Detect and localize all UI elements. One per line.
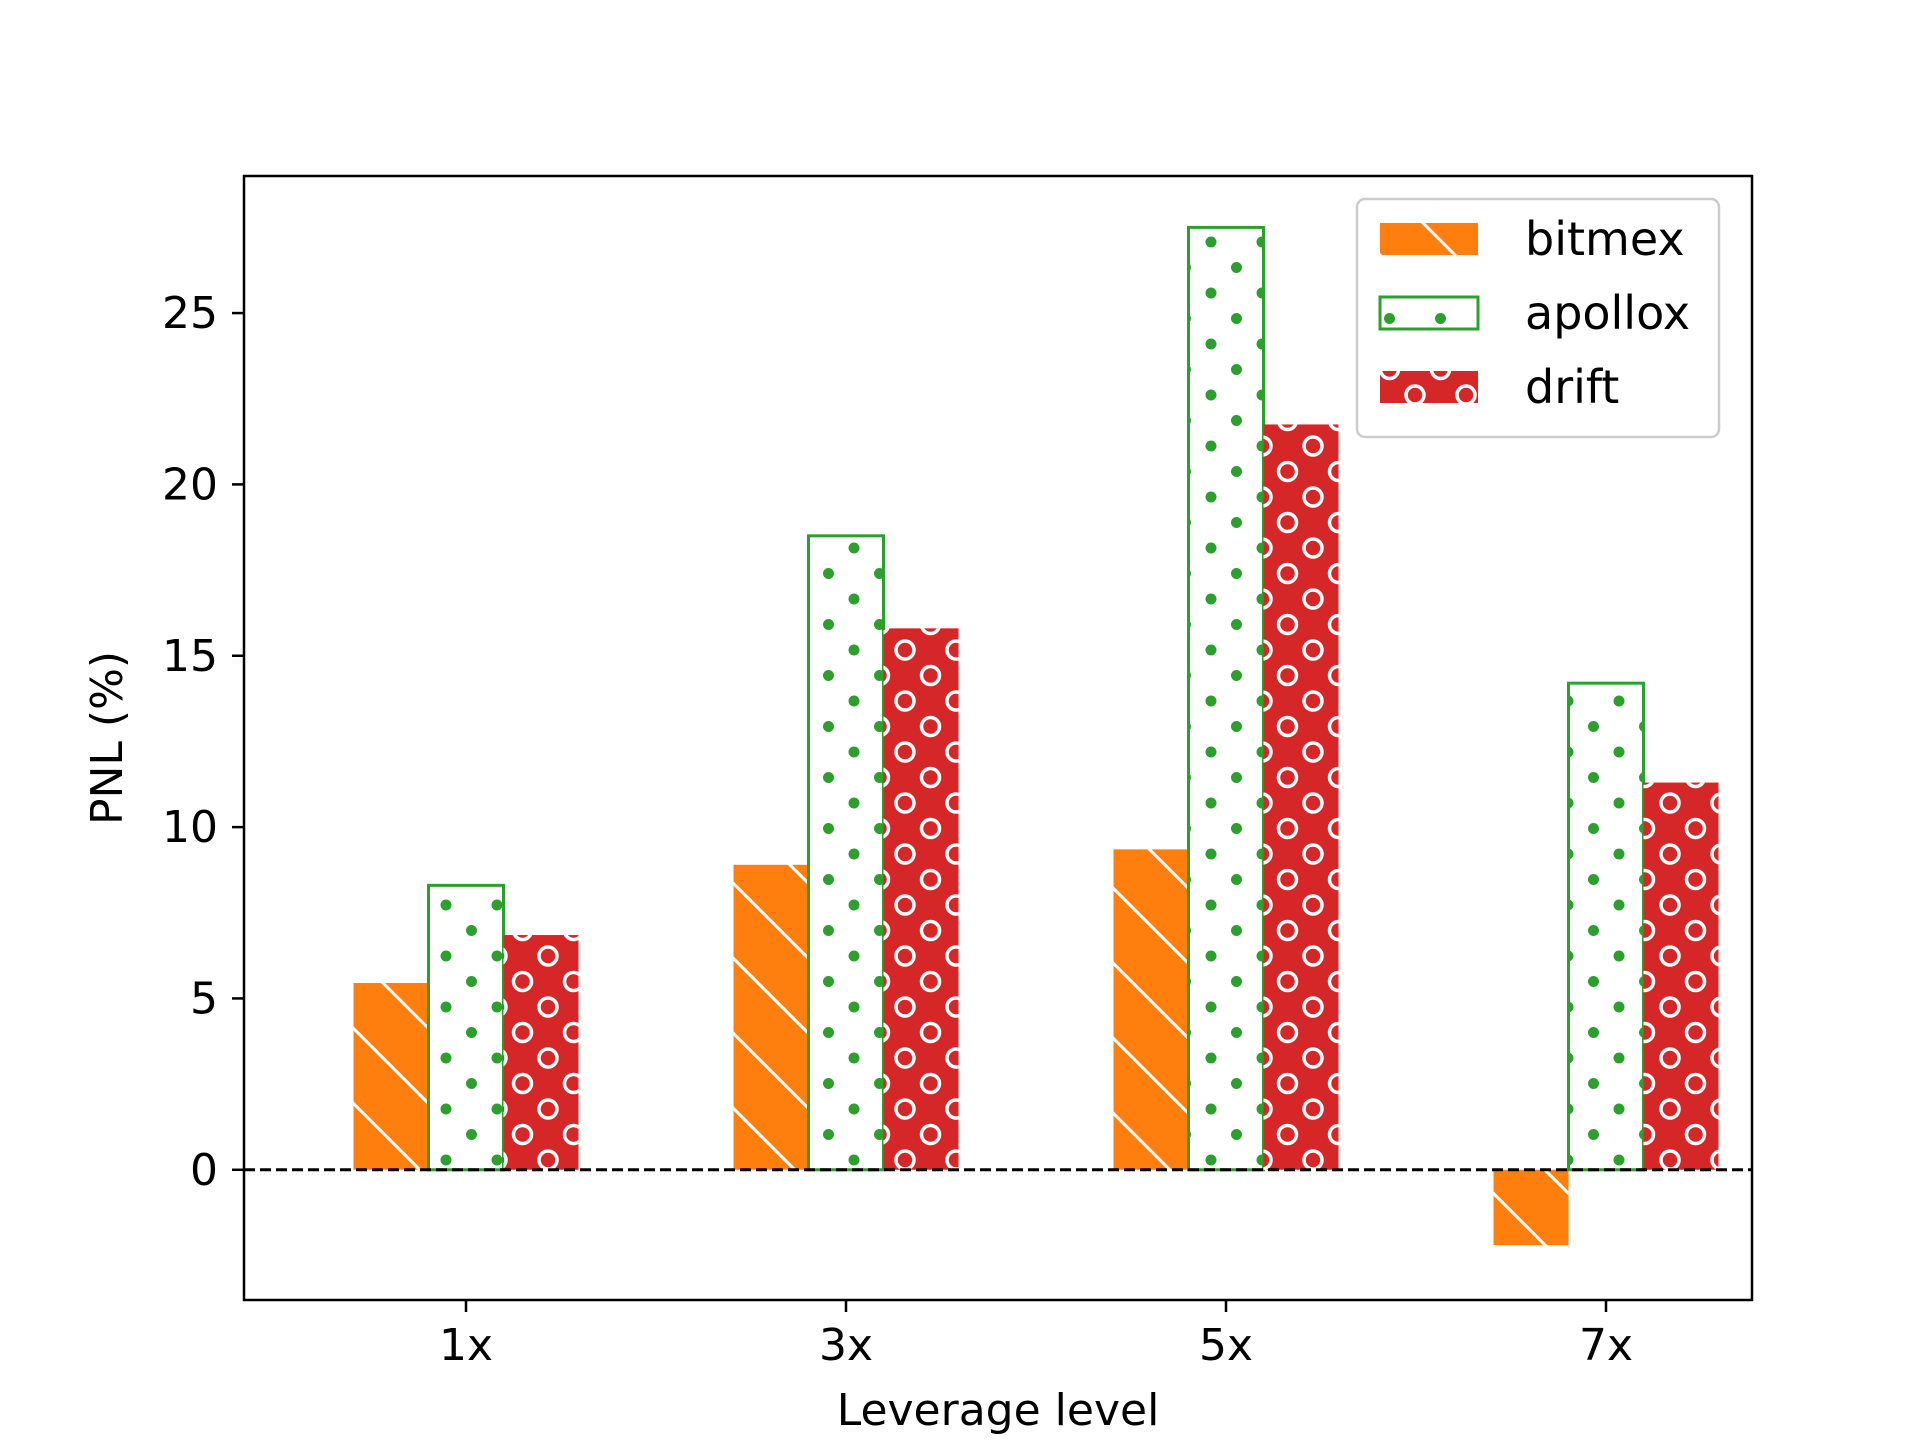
y-axis-title: PNL (%) [82,651,133,825]
y-tick-label-5: 5 [190,973,218,1024]
y-tick-label-0: 0 [190,1145,218,1196]
x-tick-label-3x: 3x [819,1320,873,1371]
y-axis: 0 5 10 15 20 25 [162,288,244,1196]
y-tick-label-25: 25 [162,288,218,339]
legend: bitmex apollox drift [1355,197,1721,439]
legend-label-bitmex: bitmex [1525,212,1685,266]
bar-drift-1x [503,935,579,1170]
bar-apollox-3x [807,534,885,1172]
x-tick-label-5x: 5x [1199,1320,1253,1371]
y-tick-label-20: 20 [162,459,218,510]
bar-bitmex-3x [733,864,809,1170]
bar-drift-3x [883,628,959,1170]
x-tick-label-1x: 1x [439,1320,493,1371]
legend-swatch-bitmex [1380,223,1478,255]
y-tick-label-10: 10 [162,802,218,853]
bar-apollox-1x [427,883,505,1172]
bars-layer [353,225,1719,1246]
bar-apollox-5x [1187,225,1265,1172]
legend-swatch-drift [1380,371,1478,403]
y-tick-label-15: 15 [162,631,218,682]
x-axis-title: Leverage level [837,1385,1160,1436]
bar-bitmex-7x [1493,1169,1569,1246]
plot-frame [242,174,1754,1302]
bar-drift-5x [1263,424,1339,1170]
bar-drift-7x [1643,782,1719,1170]
bar-bitmex-5x [1113,849,1189,1170]
legend-label-drift: drift [1525,360,1619,414]
legend-label-apollox: apollox [1525,286,1690,340]
x-tick-label-7x: 7x [1579,1320,1633,1371]
bar-bitmex-1x [353,983,429,1170]
bar-apollox-7x [1567,681,1645,1172]
x-axis: 1x 3x 5x 7x [439,1300,1633,1371]
legend-swatch-apollox [1378,295,1480,331]
